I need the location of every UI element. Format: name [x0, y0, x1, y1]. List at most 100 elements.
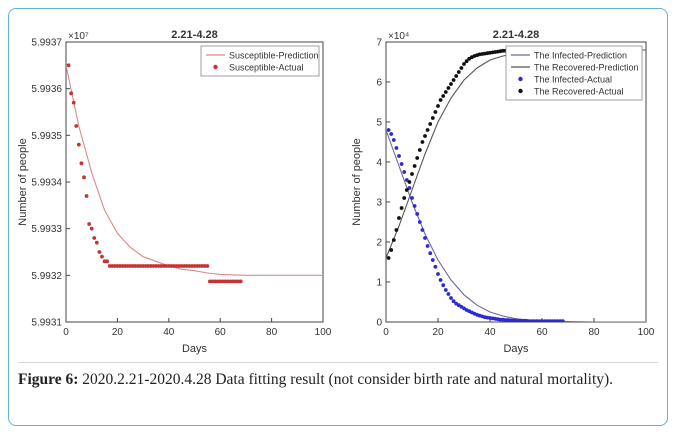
marker-the-recovered-actual	[391, 238, 396, 242]
marker-the-recovered-actual	[462, 62, 466, 66]
marker-the-infected-actual	[428, 251, 433, 256]
chart0-y-exponent: ×10⁷	[68, 31, 89, 42]
marker-susceptible-actual	[71, 100, 76, 105]
marker-susceptible-actual	[97, 250, 102, 254]
marker-the-recovered-actual	[404, 188, 409, 192]
marker-the-infected-actual	[438, 278, 443, 282]
marker-the-recovered-actual	[454, 74, 459, 78]
legend-label-the-infected-actual: The Infected-Actual	[534, 74, 612, 84]
marker-the-infected-actual	[443, 288, 448, 292]
chart1-ytick-label: 0	[376, 318, 382, 329]
marker-susceptible-actual	[238, 279, 243, 284]
marker-susceptible-actual	[100, 254, 104, 259]
marker-susceptible-actual	[92, 236, 97, 240]
legend-label-the-infected-prediction: The Infected-Prediction	[534, 50, 627, 60]
chart0-xtick-label: 0	[63, 327, 69, 338]
marker-the-infected-actual	[397, 154, 401, 158]
marker-the-infected-actual	[503, 318, 508, 322]
marker-the-recovered-actual	[501, 48, 505, 53]
chart0-ytick-label: 5.9932	[31, 271, 62, 282]
chart1-ytick-label: 4	[376, 158, 382, 169]
marker-the-recovered-actual	[410, 172, 414, 176]
chart0-ytick-label: 5.9934	[31, 178, 62, 189]
marker-the-infected-actual	[415, 212, 420, 216]
chart0-ytick-label: 5.9936	[31, 84, 62, 95]
marker-the-recovered-actual	[425, 128, 430, 132]
marker-the-infected-actual	[394, 146, 399, 150]
marker-susceptible-actual	[82, 175, 86, 180]
marker-the-recovered-actual	[412, 164, 417, 168]
chart0-ylabel: Number of people	[17, 138, 29, 225]
marker-the-recovered-actual	[407, 180, 412, 184]
chart1-xtick-label: 80	[588, 327, 600, 338]
marker-the-infected-actual	[402, 170, 407, 174]
legend-swatch-the-infected-actual	[518, 76, 523, 82]
marker-susceptible-actual	[76, 142, 81, 147]
chart0-ytick-label: 5.9935	[31, 131, 62, 142]
marker-the-recovered-actual	[456, 70, 461, 74]
marker-the-recovered-actual	[428, 122, 433, 126]
legend-label-the-recovered-actual: The Recovered-Actual	[534, 86, 624, 96]
marker-the-infected-actual	[417, 220, 422, 224]
marker-the-recovered-actual	[441, 94, 446, 98]
chart0-xtick-label: 60	[215, 327, 227, 338]
marker-the-recovered-actual	[386, 256, 391, 260]
marker-susceptible-actual	[89, 226, 94, 231]
chart1-xtick-label: 60	[536, 327, 548, 338]
marker-susceptible-actual	[74, 124, 79, 128]
marker-the-infected-actual	[446, 292, 451, 296]
chart1-ytick-label: 5	[376, 118, 382, 129]
marker-susceptible-actual	[79, 161, 84, 166]
chart1-xlabel: Days	[503, 343, 529, 355]
chart1-xtick-label: 40	[484, 327, 496, 338]
figure-caption: Figure 6: 2020.2.21-2020.4.28 Data fitti…	[18, 362, 658, 390]
chart0-xlabel: Days	[182, 343, 208, 355]
marker-the-infected-actual	[449, 296, 453, 300]
marker-the-recovered-actual	[449, 82, 453, 86]
marker-the-recovered-actual	[430, 116, 435, 120]
marker-the-infected-actual	[412, 204, 417, 208]
marker-the-infected-actual	[410, 196, 414, 200]
chart0-axes-box	[65, 41, 324, 323]
marker-susceptible-actual	[84, 194, 89, 198]
marker-the-infected-actual	[433, 264, 438, 269]
marker-susceptible-actual	[105, 259, 110, 264]
legend-label-the-recovered-prediction: The Recovered-Prediction	[534, 62, 639, 72]
marker-the-infected-actual	[420, 228, 425, 232]
marker-susceptible-actual	[69, 91, 74, 96]
marker-the-recovered-actual	[394, 228, 399, 232]
marker-the-infected-actual	[436, 272, 440, 276]
chart0-ytick-label: 5.9931	[31, 318, 62, 329]
marker-the-recovered-actual	[464, 59, 469, 64]
marker-the-recovered-actual	[438, 98, 443, 102]
marker-the-recovered-actual	[420, 140, 425, 144]
legend-swatch-the-recovered-actual	[518, 88, 523, 94]
marker-the-recovered-actual	[389, 248, 394, 252]
chart0-title: 2.21-4.28	[171, 30, 217, 41]
marker-the-recovered-actual	[397, 216, 401, 220]
chart1-xtick-label: 20	[432, 327, 444, 338]
marker-the-infected-actual	[407, 186, 412, 190]
chart1-ytick-label: 2	[376, 238, 382, 249]
marker-the-recovered-actual	[423, 134, 427, 138]
chart1-ytick-label: 6	[376, 78, 382, 89]
marker-the-recovered-actual	[446, 86, 451, 90]
marker-the-infected-actual	[399, 162, 404, 166]
marker-the-recovered-actual	[433, 110, 438, 114]
marker-the-recovered-actual	[436, 104, 440, 108]
marker-the-infected-actual	[425, 244, 430, 248]
chart1-ylabel: Number of people	[351, 138, 363, 225]
marker-the-recovered-actual	[459, 66, 464, 70]
chart0-plot-area	[66, 63, 323, 284]
marker-the-recovered-actual	[417, 148, 422, 152]
chart1-y-exponent: ×10⁴	[388, 31, 409, 42]
marker-the-infected-actual	[430, 258, 435, 262]
marker-the-infected-actual	[389, 132, 394, 136]
marker-susceptible-actual	[87, 222, 92, 226]
chart1-xtick-label: 100	[638, 327, 655, 338]
legend-swatch-susceptible-actual	[213, 64, 218, 70]
marker-the-infected-actual	[441, 283, 446, 288]
marker-susceptible-actual	[94, 240, 99, 245]
marker-the-recovered-actual	[451, 78, 456, 82]
caption-text: 2020.2.21-2020.4.28 Data fitting result …	[78, 371, 614, 388]
